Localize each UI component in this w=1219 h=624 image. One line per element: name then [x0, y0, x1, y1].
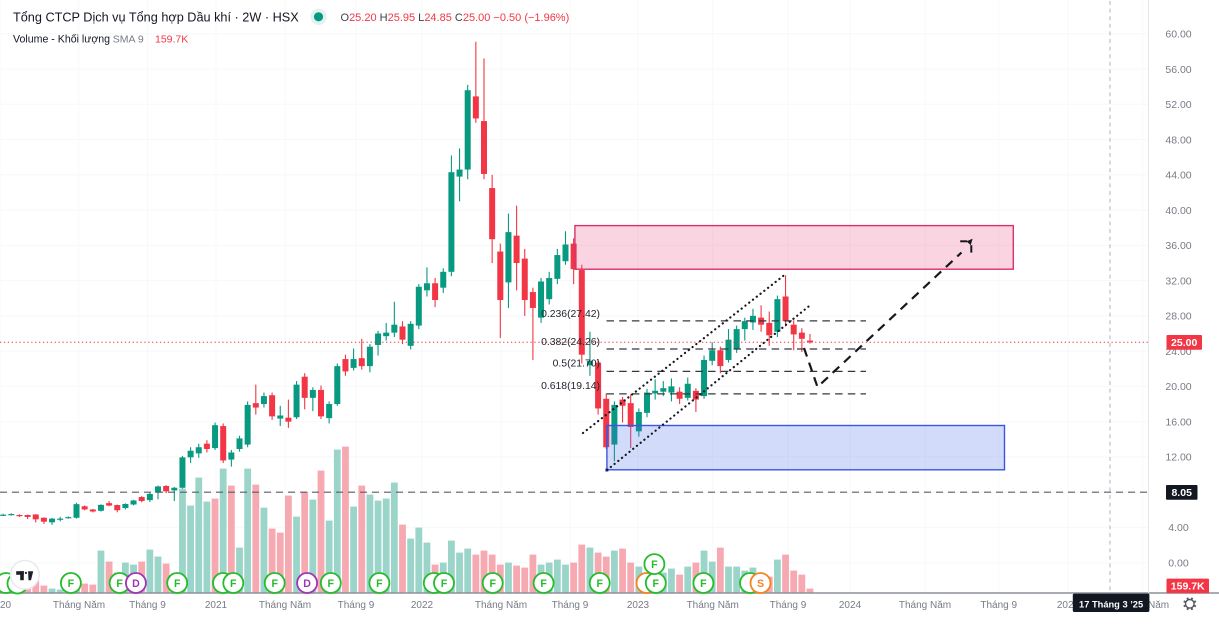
svg-text:25.00: 25.00: [1171, 337, 1197, 349]
svg-text:20.00: 20.00: [1165, 381, 1191, 393]
svg-text:F: F: [651, 559, 658, 571]
svg-text:D: D: [132, 578, 140, 590]
svg-text:0.382(24.26): 0.382(24.26): [541, 337, 600, 348]
svg-text:Tháng Năm: Tháng Năm: [687, 600, 739, 611]
svg-text:F: F: [441, 578, 448, 590]
svg-text:Tháng Năm: Tháng Năm: [475, 600, 527, 611]
svg-text:Tháng Năm: Tháng Năm: [259, 600, 311, 611]
svg-text:F: F: [174, 578, 181, 590]
svg-text:52.00: 52.00: [1165, 99, 1191, 111]
svg-text:2022: 2022: [411, 600, 434, 611]
svg-text:Tháng Năm: Tháng Năm: [53, 600, 105, 611]
svg-text:Tháng 9: Tháng 9: [129, 600, 166, 611]
svg-text:Tháng 9: Tháng 9: [552, 600, 589, 611]
svg-text:SMA 9: SMA 9: [113, 33, 144, 45]
svg-text:48.00: 48.00: [1165, 134, 1191, 146]
svg-text:16.00: 16.00: [1165, 416, 1191, 428]
svg-text:F: F: [230, 578, 237, 590]
svg-text:0.236(27.42): 0.236(27.42): [541, 309, 600, 320]
svg-text:S: S: [757, 578, 764, 590]
svg-text:28.00: 28.00: [1165, 311, 1191, 323]
svg-text:F: F: [68, 578, 75, 590]
svg-text:D: D: [303, 578, 311, 590]
svg-text:F: F: [376, 578, 383, 590]
svg-text:4.00: 4.00: [1168, 522, 1189, 534]
svg-text:Volume - Khối lượng: Volume - Khối lượng: [13, 33, 110, 45]
svg-text:F: F: [596, 578, 603, 590]
svg-text:2023: 2023: [627, 600, 650, 611]
svg-text:44.00: 44.00: [1165, 170, 1191, 182]
svg-text:F: F: [489, 578, 496, 590]
svg-text:Tháng 9: Tháng 9: [770, 600, 807, 611]
svg-text:60.00: 60.00: [1165, 29, 1191, 41]
svg-text:12.00: 12.00: [1165, 452, 1191, 464]
svg-text:40.00: 40.00: [1165, 205, 1191, 217]
svg-text:0.5(21.70): 0.5(21.70): [553, 359, 600, 370]
svg-text:F: F: [540, 578, 547, 590]
svg-text:F: F: [271, 578, 278, 590]
svg-text:159.7K: 159.7K: [155, 33, 188, 45]
svg-text:36.00: 36.00: [1165, 240, 1191, 252]
svg-text:F: F: [328, 578, 335, 590]
svg-text:F: F: [700, 578, 707, 590]
svg-text:159.7K: 159.7K: [1171, 581, 1205, 593]
svg-text:56.00: 56.00: [1165, 64, 1191, 76]
svg-text:Tháng Năm: Tháng Năm: [899, 600, 951, 611]
svg-text:F: F: [653, 578, 660, 590]
svg-text:Tổng CTCP Dịch vụ Tổng hợp Dầu: Tổng CTCP Dịch vụ Tổng hợp Dầu khí · 2W …: [13, 10, 299, 24]
svg-text:0.618(19.14): 0.618(19.14): [541, 381, 600, 392]
svg-text:Tháng 9: Tháng 9: [338, 600, 375, 611]
svg-text:Tháng 9: Tháng 9: [980, 600, 1017, 611]
svg-text:8.05: 8.05: [1171, 487, 1192, 499]
svg-text:0.00: 0.00: [1168, 557, 1189, 569]
svg-text:O25.20 H25.95 L24.85 C25.00 −0: O25.20 H25.95 L24.85 C25.00 −0.50 (−1.96…: [341, 12, 570, 24]
svg-text:2020: 2020: [0, 600, 12, 611]
svg-text:17 Tháng 3 ’25: 17 Tháng 3 ’25: [1079, 600, 1143, 610]
svg-text:2024: 2024: [839, 600, 862, 611]
svg-text:F: F: [116, 578, 123, 590]
svg-text:32.00: 32.00: [1165, 275, 1191, 287]
svg-text:2025: 2025: [1057, 600, 1080, 611]
svg-text:2021: 2021: [205, 600, 228, 611]
